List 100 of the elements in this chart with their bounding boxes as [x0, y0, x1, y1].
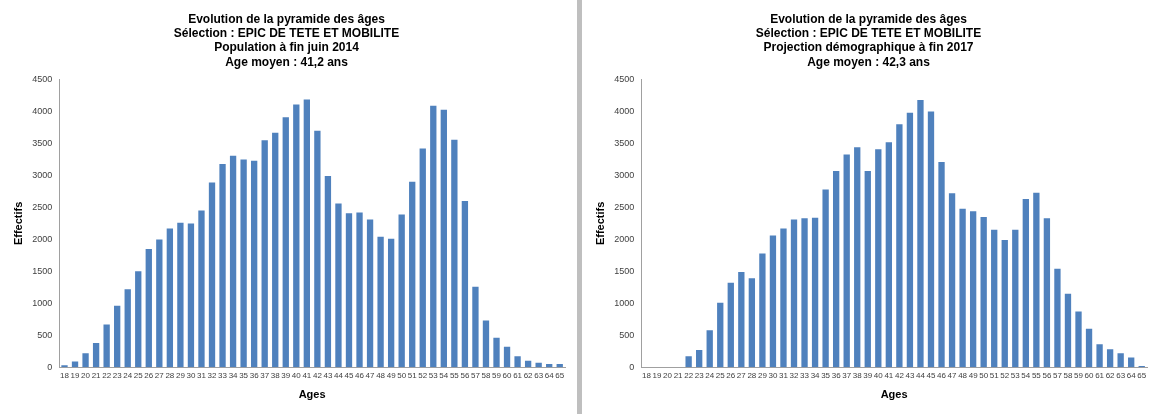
x-tick-label: 40 — [873, 371, 884, 381]
bar — [535, 362, 542, 368]
x-tick-label: 61 — [1095, 371, 1105, 381]
x-tick-label: 18 — [642, 371, 652, 381]
bar — [833, 170, 840, 368]
x-tick-label: 43 — [323, 371, 333, 381]
x-tick-label: 21 — [91, 371, 102, 381]
bar — [1106, 349, 1114, 368]
bar — [546, 364, 553, 368]
bar — [822, 189, 829, 368]
x-tick-label: 28 — [747, 371, 757, 381]
bar — [790, 219, 798, 368]
bar — [82, 353, 89, 368]
bar — [875, 149, 882, 368]
x-tick-label: 46 — [355, 371, 365, 381]
x-tick-label: 52 — [418, 371, 428, 381]
x-tick-label: 38 — [852, 371, 863, 381]
bar — [696, 349, 703, 368]
bar — [219, 163, 226, 368]
x-tick-label: 29 — [757, 371, 768, 381]
x-tick-label: 33 — [800, 371, 810, 381]
x-tick-label: 45 — [344, 371, 354, 381]
x-tick-label: 20 — [81, 371, 91, 381]
x-tick-label: 42 — [312, 371, 323, 381]
x-tick-label: 45 — [926, 371, 936, 381]
bar — [166, 228, 174, 368]
bar — [503, 346, 511, 368]
bar — [1033, 192, 1040, 368]
x-tick-label: 62 — [1105, 371, 1116, 381]
x-tick-label: 25 — [133, 371, 144, 381]
x-tick-label: 53 — [1010, 371, 1021, 381]
x-tick-label: 35 — [239, 371, 249, 381]
chart-title: Evolution de la pyramide des âges — [188, 11, 386, 26]
x-tick-label: 59 — [1074, 371, 1084, 381]
bar — [948, 193, 956, 368]
x-tick-label: 51 — [989, 371, 1000, 381]
x-tick-label: 52 — [1000, 371, 1010, 381]
x-axis-title: Ages — [880, 388, 908, 401]
y-axis-title: Effectifs — [593, 201, 606, 246]
x-tick-label: 29 — [175, 371, 186, 381]
bar — [229, 155, 237, 368]
x-tick-label: 62 — [523, 371, 534, 381]
x-tick-label: 34 — [810, 371, 821, 381]
x-tick-label: 47 — [947, 371, 958, 381]
x-tick-label: 60 — [502, 371, 513, 381]
y-tick-label: 2000 — [32, 233, 53, 244]
y-tick-label: 1000 — [614, 297, 635, 308]
x-tick-label: 22 — [102, 371, 112, 381]
bar — [345, 213, 353, 368]
x-tick-label: 30 — [768, 371, 778, 381]
x-tick-label: 19 — [70, 371, 81, 381]
x-tick-label: 48 — [376, 371, 386, 381]
x-tick-label: 22 — [684, 371, 694, 381]
bar — [917, 100, 924, 368]
x-tick-label: 58 — [1063, 371, 1073, 381]
x-tick-label: 30 — [186, 371, 196, 381]
bar — [103, 324, 110, 368]
x-tick-label: 26 — [726, 371, 736, 381]
bar — [1064, 293, 1072, 368]
bar — [1043, 218, 1051, 368]
x-tick-label: 19 — [652, 371, 663, 381]
bar — [114, 305, 121, 368]
bar — [398, 214, 405, 368]
y-tick-label: 1500 — [32, 265, 53, 276]
x-tick-label: 24 — [705, 371, 715, 381]
bar — [430, 105, 437, 368]
x-tick-label: 41 — [884, 371, 894, 381]
x-tick-label: 31 — [197, 371, 207, 381]
y-tick-label: 1500 — [614, 265, 635, 276]
bar — [769, 235, 777, 368]
chart-subtitle: Sélection : EPIC DE TETE ET MOBILITE Population à fin juin 2014 Age moyen : 41,2 ans — [173, 25, 400, 69]
x-tick-label: 51 — [407, 371, 418, 381]
bar — [124, 289, 131, 368]
bar — [493, 337, 500, 368]
y-axis-title: Effectifs — [11, 201, 24, 246]
bar — [524, 360, 532, 368]
x-tick-label: 28 — [165, 371, 175, 381]
chart-title: Evolution de la pyramide des âges — [770, 11, 968, 26]
x-tick-label: 21 — [673, 371, 684, 381]
x-tick-label: 27 — [736, 371, 747, 381]
x-tick-label: 57 — [470, 371, 481, 381]
x-tick-label: 25 — [715, 371, 726, 381]
bar — [472, 286, 479, 368]
y-tick-label: 3000 — [614, 169, 635, 180]
x-tick-label: 39 — [863, 371, 873, 381]
x-tick-label: 44 — [334, 371, 344, 381]
x-tick-label: 59 — [492, 371, 502, 381]
y-tick-label: 4000 — [32, 106, 53, 117]
x-tick-label: 44 — [916, 371, 926, 381]
bar — [387, 238, 395, 368]
x-tick-label: 50 — [397, 371, 407, 381]
bar — [71, 361, 79, 368]
bar — [1012, 229, 1019, 368]
bar — [717, 302, 724, 368]
x-tick-label: 43 — [905, 371, 915, 381]
bar — [356, 212, 363, 368]
bar — [991, 229, 998, 368]
y-tick-label: 0 — [629, 361, 635, 372]
x-tick-label: 38 — [270, 371, 281, 381]
y-tick-label: 4500 — [32, 74, 53, 85]
